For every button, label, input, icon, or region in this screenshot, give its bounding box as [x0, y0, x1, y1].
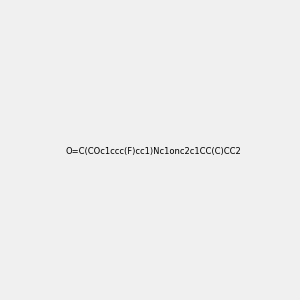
Text: O=C(COc1ccc(F)cc1)Nc1onc2c1CC(C)CC2: O=C(COc1ccc(F)cc1)Nc1onc2c1CC(C)CC2: [66, 147, 242, 156]
